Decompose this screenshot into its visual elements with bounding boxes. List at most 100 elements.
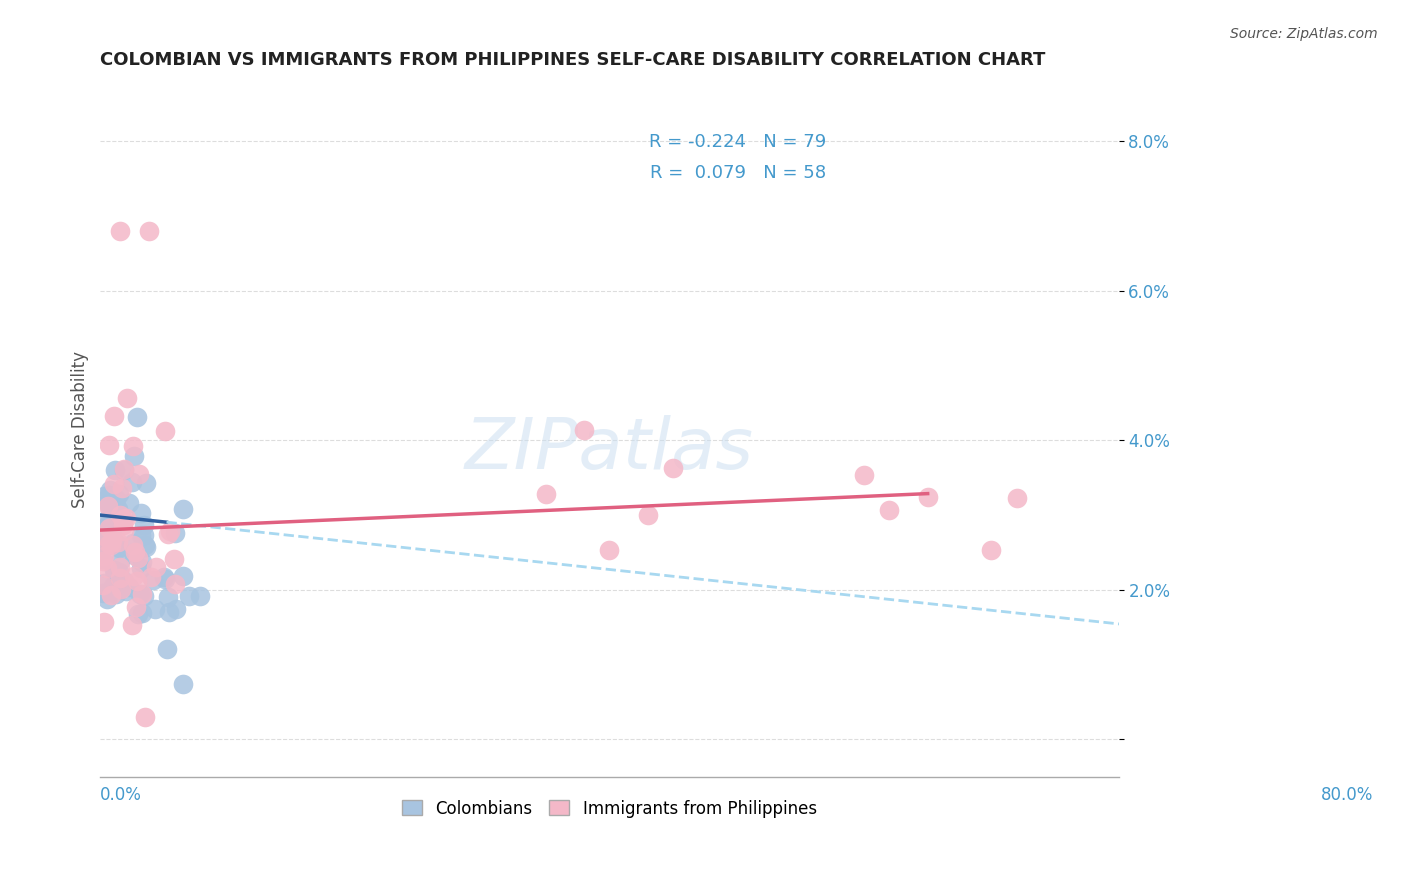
Y-axis label: Self-Care Disability: Self-Care Disability [72, 351, 89, 508]
Point [112, 514, 135, 528]
Point [141, 570, 163, 584]
Point [108, 571, 131, 585]
Point [94, 532, 117, 546]
Point [110, 582, 132, 596]
Point [172, 501, 194, 516]
Point [117, 495, 139, 509]
Point [145, 559, 167, 574]
Point [112, 462, 135, 476]
Point [108, 554, 131, 568]
Point [93, 489, 115, 503]
Point [91, 577, 114, 591]
Point [157, 605, 180, 619]
Point [94, 536, 117, 550]
Point [100, 588, 122, 602]
Point [637, 508, 659, 523]
Point [128, 587, 150, 601]
Point [98, 438, 121, 452]
Point [534, 487, 557, 501]
Point [135, 476, 157, 491]
Point [128, 467, 150, 482]
Point [98, 537, 121, 551]
Point [103, 500, 125, 514]
Point [93, 615, 115, 629]
Point [159, 524, 181, 538]
Point [103, 563, 125, 577]
Point [112, 517, 135, 532]
Point [152, 570, 174, 584]
Point [112, 574, 135, 589]
Point [131, 607, 153, 621]
Point [104, 575, 127, 590]
Point [114, 511, 136, 525]
Point [91, 554, 114, 568]
Point [115, 392, 138, 406]
Point [129, 561, 152, 575]
Point [97, 495, 120, 509]
Point [94, 528, 117, 542]
Point [980, 542, 1002, 557]
Point [131, 555, 153, 569]
Point [96, 560, 118, 574]
Point [124, 545, 146, 559]
Point [112, 524, 135, 538]
Point [97, 497, 120, 511]
Point [138, 224, 160, 238]
Point [121, 538, 143, 552]
Point [103, 509, 125, 524]
Point [104, 538, 127, 552]
Point [108, 486, 131, 500]
Text: R =  0.079   N = 58: R = 0.079 N = 58 [650, 164, 825, 183]
Point [112, 512, 135, 526]
Point [134, 518, 156, 533]
Point [662, 461, 685, 475]
Point [91, 586, 114, 600]
Point [94, 539, 117, 553]
Point [188, 589, 211, 603]
Point [94, 530, 117, 544]
Point [101, 500, 124, 514]
Point [98, 488, 121, 502]
Point [93, 521, 115, 535]
Point [108, 224, 131, 238]
Point [163, 525, 186, 540]
Point [105, 492, 128, 507]
Point [121, 618, 143, 632]
Text: 80.0%: 80.0% [1320, 786, 1374, 804]
Point [172, 676, 194, 690]
Point [114, 583, 136, 598]
Point [101, 578, 124, 592]
Point [91, 541, 114, 555]
Point [103, 477, 125, 491]
Point [104, 463, 127, 477]
Point [162, 552, 184, 566]
Point [124, 449, 146, 463]
Text: 0.0%: 0.0% [100, 786, 142, 804]
Point [98, 506, 121, 520]
Point [108, 508, 131, 522]
Point [98, 513, 121, 527]
Point [572, 423, 595, 437]
Point [98, 521, 121, 535]
Point [107, 535, 129, 549]
Point [157, 527, 180, 541]
Point [1005, 491, 1028, 505]
Point [98, 520, 121, 534]
Point [107, 502, 129, 516]
Point [97, 499, 120, 513]
Point [165, 602, 187, 616]
Point [153, 572, 176, 586]
Point [97, 515, 120, 529]
Point [112, 514, 135, 528]
Point [143, 602, 166, 616]
Point [165, 577, 187, 591]
Point [111, 481, 134, 495]
Point [122, 439, 145, 453]
Point [97, 537, 120, 551]
Point [127, 574, 149, 588]
Point [110, 560, 132, 574]
Legend: Colombians, Immigrants from Philippines: Colombians, Immigrants from Philippines [395, 793, 824, 824]
Point [127, 607, 149, 621]
Point [121, 475, 143, 489]
Text: ZIPatlas: ZIPatlas [465, 416, 754, 484]
